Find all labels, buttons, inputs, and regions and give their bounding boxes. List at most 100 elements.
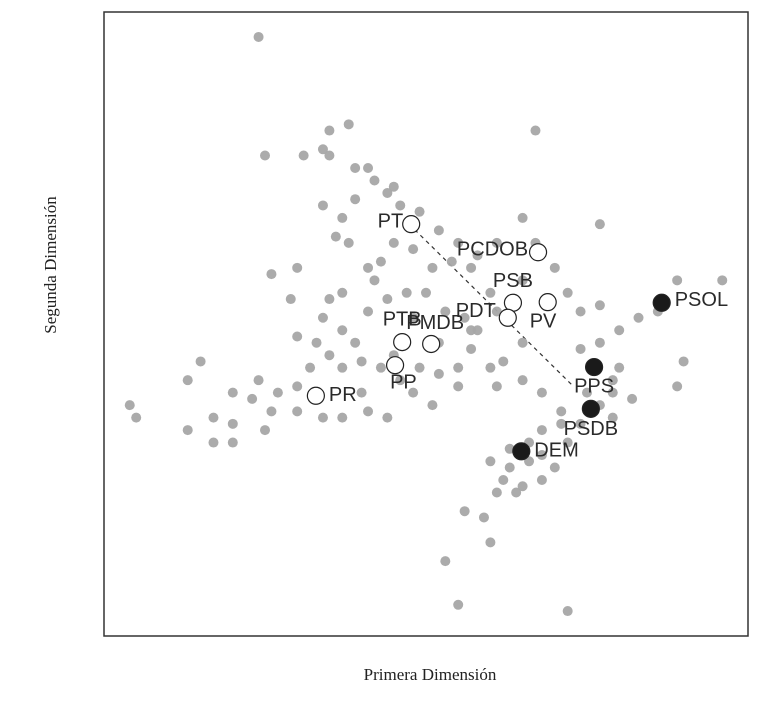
point [227, 418, 238, 429]
party-label: PTB [383, 308, 422, 330]
point [330, 231, 341, 242]
point [440, 556, 451, 567]
point [266, 269, 277, 280]
point [478, 512, 489, 523]
point [408, 312, 419, 323]
party-point [385, 356, 405, 375]
point [363, 262, 374, 273]
point [717, 275, 728, 286]
point [549, 262, 560, 273]
party-point [584, 357, 604, 377]
point [575, 306, 586, 317]
point [395, 375, 406, 386]
point [292, 262, 303, 273]
point [549, 462, 560, 473]
point [317, 412, 328, 423]
point [324, 294, 335, 305]
point [124, 400, 135, 411]
party-label: PCDOB [457, 239, 528, 261]
point [292, 381, 303, 392]
party-label: PP [390, 371, 417, 393]
point [433, 368, 444, 379]
point [395, 200, 406, 211]
point [556, 418, 567, 429]
point [433, 225, 444, 236]
point [556, 406, 567, 417]
party-point [528, 243, 548, 262]
point [208, 412, 219, 423]
point [517, 337, 528, 348]
point [350, 163, 361, 173]
point [408, 244, 419, 255]
point [253, 31, 264, 42]
point [195, 356, 206, 367]
point [337, 325, 348, 336]
dashed-line [408, 223, 573, 386]
point [292, 406, 303, 417]
point [363, 406, 374, 417]
point [491, 237, 502, 248]
point [363, 163, 374, 173]
point [350, 194, 361, 205]
point [614, 325, 625, 336]
point [260, 150, 270, 161]
party-point [652, 293, 671, 312]
point [369, 275, 380, 286]
point [182, 425, 193, 436]
point [498, 475, 509, 485]
party-label: PSB [493, 270, 533, 292]
point [227, 437, 238, 448]
point [607, 412, 618, 423]
point [253, 375, 264, 386]
party-point [422, 334, 441, 354]
point [298, 150, 309, 161]
party-label: PPS [574, 375, 614, 397]
point [536, 475, 547, 485]
party-point [538, 293, 557, 312]
party-point [393, 332, 412, 352]
point [466, 343, 477, 354]
point [266, 406, 277, 417]
point [227, 387, 238, 398]
point [285, 294, 296, 305]
point [453, 362, 464, 373]
point [382, 294, 393, 305]
point [375, 256, 386, 267]
point [594, 219, 605, 230]
point [517, 212, 528, 223]
party-label: DEM [534, 440, 578, 462]
point [324, 350, 335, 361]
point [317, 312, 328, 323]
point [182, 375, 193, 386]
party-point [402, 215, 421, 234]
point [453, 381, 464, 392]
point [575, 343, 586, 354]
point [292, 331, 303, 342]
point [459, 506, 470, 517]
party-point [581, 399, 600, 418]
point [498, 356, 509, 367]
point [305, 362, 316, 373]
point [536, 425, 547, 436]
point [485, 456, 496, 467]
point [466, 262, 477, 273]
point [562, 287, 573, 298]
point [375, 362, 386, 373]
point [208, 437, 219, 448]
point [356, 356, 367, 367]
point [472, 250, 483, 261]
point [311, 337, 322, 348]
point [337, 287, 348, 298]
point [382, 187, 393, 198]
point [517, 275, 528, 286]
point [582, 387, 592, 398]
point [536, 450, 547, 461]
point [260, 425, 270, 436]
party-label: PMDB [406, 312, 464, 334]
point [517, 375, 528, 386]
point [337, 412, 348, 423]
point [388, 237, 399, 248]
point [678, 356, 689, 367]
x-axis-label: Primera Dimensión [364, 665, 497, 684]
point [414, 362, 425, 373]
